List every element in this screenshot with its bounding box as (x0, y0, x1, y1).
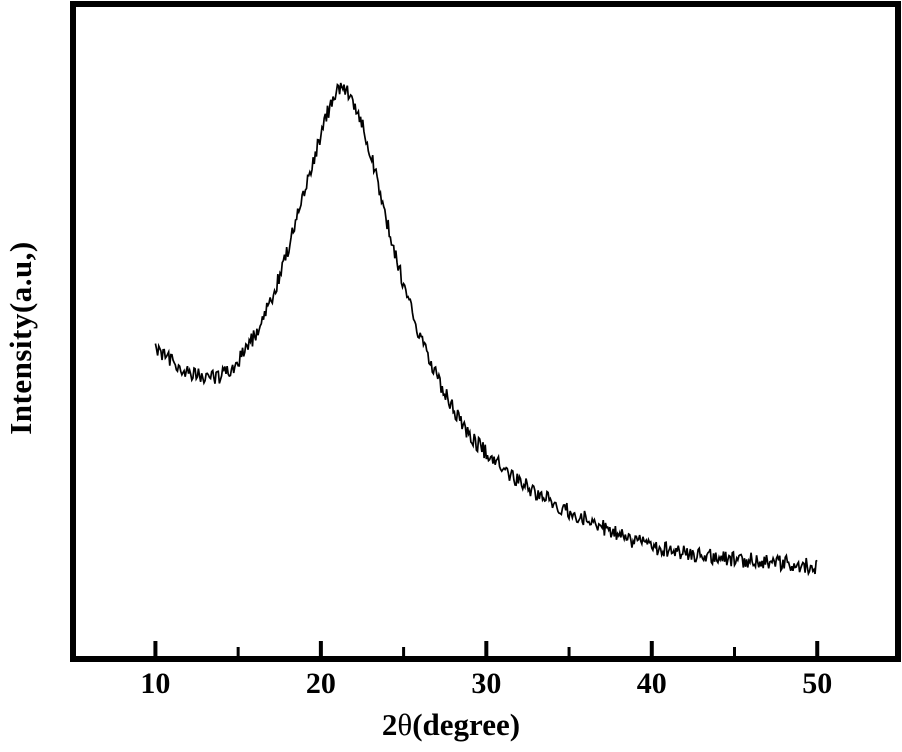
theta-symbol: θ (397, 707, 413, 742)
x-axis-title: 2θ(degree) (0, 707, 902, 743)
x-tick-label: 40 (636, 667, 667, 700)
xrd-curve (154, 82, 818, 577)
x-axis-title-suffix: (degree) (412, 707, 521, 742)
plot-frame (70, 1, 901, 662)
x-tick-label: 10 (140, 667, 171, 700)
x-axis-title-prefix: 2 (381, 707, 398, 742)
x-tick-label: 30 (471, 667, 502, 700)
y-axis-title: Intensity(a.u,) (3, 241, 38, 435)
x-tick-label: 50 (802, 667, 833, 700)
x-tick-label: 20 (305, 667, 336, 700)
